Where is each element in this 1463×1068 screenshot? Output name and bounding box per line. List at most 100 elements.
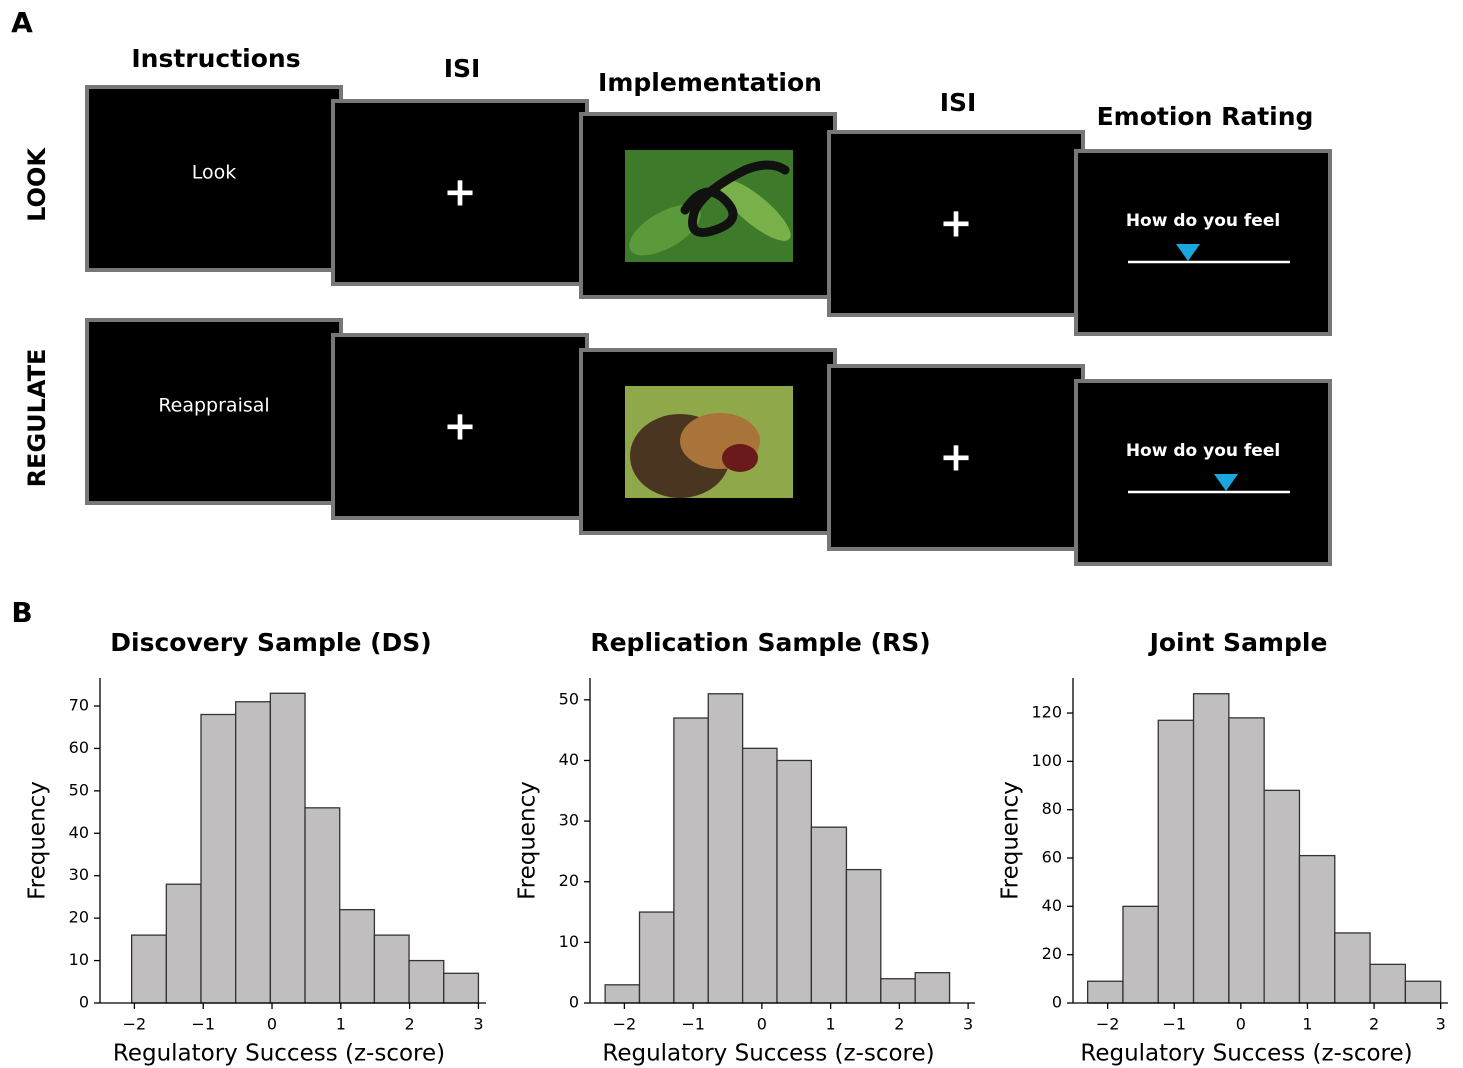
y-tick-label: 10 [559,932,579,951]
column-title: Emotion Rating [1097,102,1314,131]
row-label: LOOK [23,147,51,222]
x-tick-label: −2 [613,1015,637,1034]
bar [444,973,479,1003]
x-tick-label: 0 [267,1015,277,1034]
fixation-cross: + [443,404,477,450]
x-tick-label: 0 [757,1015,767,1034]
bar [674,718,708,1003]
y-tick-label: 10 [69,950,89,969]
y-tick-label: 20 [69,908,89,927]
y-tick-label: 120 [1031,703,1062,722]
bar [1088,981,1123,1003]
screen [1076,381,1330,564]
bar [270,693,305,1003]
bar [1194,694,1229,1003]
bar [915,973,949,1003]
bar [374,935,409,1003]
y-tick-label: 50 [559,689,579,708]
x-tick-label: −1 [681,1015,705,1034]
y-tick-label: 60 [1042,848,1062,867]
y-tick-label: 40 [559,750,579,769]
y-tick-label: 30 [69,865,89,884]
y-tick-label: 40 [1042,896,1062,915]
bar [305,808,340,1003]
bar [811,827,846,1003]
bar [777,760,811,1003]
bar [1335,933,1370,1003]
bar [409,961,444,1003]
figure: A B InstructionsISIImplementationISIEmot… [0,0,1463,1068]
y-tick-label: 70 [69,696,89,715]
x-axis-label: Regulatory Success (z-score) [1080,1041,1412,1067]
x-axis-label: Regulatory Success (z-score) [602,1041,934,1067]
bar [1229,718,1264,1003]
bar [132,935,167,1003]
x-tick-label: 3 [1436,1015,1446,1034]
y-axis-label: Frequency [515,781,541,900]
bar [236,702,271,1003]
bar [846,870,880,1003]
bar [743,748,777,1003]
bar [1158,720,1193,1003]
y-tick-label: 0 [569,993,579,1012]
x-tick-label: 3 [473,1015,483,1034]
chart-title: Replication Sample (RS) [590,628,930,657]
bar [881,979,915,1003]
fixation-cross: + [939,435,973,481]
bar [1264,790,1299,1003]
y-tick-label: 60 [69,738,89,757]
bar [1123,906,1158,1003]
x-tick-label: −2 [1096,1015,1120,1034]
bar [340,910,375,1003]
panel-label: B [11,596,32,629]
x-tick-label: −1 [1162,1015,1186,1034]
y-tick-label: 50 [69,780,89,799]
bar [605,985,639,1003]
x-tick-label: 1 [336,1015,346,1034]
chart-title: Discovery Sample (DS) [110,628,431,657]
y-tick-label: 20 [559,871,579,890]
instruction-text: Reappraisal [158,395,269,417]
bar [166,884,201,1003]
bar [640,912,674,1003]
rating-prompt: How do you feel [1126,441,1280,461]
y-tick-label: 0 [1052,993,1062,1012]
bar [201,714,236,1003]
bar [708,694,742,1003]
y-axis-label: Frequency [25,781,51,900]
row-label: REGULATE [23,349,51,488]
column-title: ISI [940,88,977,117]
bar [1299,856,1334,1003]
rating-prompt: How do you feel [1126,211,1280,231]
fixation-cross: + [939,201,973,247]
stimulus-image [625,386,793,498]
chart-title: Joint Sample [1148,628,1328,657]
y-tick-label: 100 [1031,751,1062,770]
x-axis-label: Regulatory Success (z-score) [113,1041,445,1067]
y-tick-label: 80 [1042,799,1062,818]
x-tick-label: 3 [963,1015,973,1034]
screen [1076,151,1330,334]
fixation-cross: + [443,170,477,216]
x-tick-label: −1 [191,1015,215,1034]
dog-mouth [722,444,758,472]
column-title: ISI [444,54,481,83]
column-title: Instructions [131,44,300,73]
bar [1370,964,1405,1003]
x-tick-label: 2 [894,1015,904,1034]
stimulus-image [621,150,798,266]
y-tick-label: 0 [79,993,89,1012]
x-tick-label: 1 [1302,1015,1312,1034]
y-axis-label: Frequency [998,781,1024,900]
x-tick-label: 2 [1369,1015,1379,1034]
x-tick-label: 0 [1236,1015,1246,1034]
y-tick-label: 40 [69,823,89,842]
panel-label: A [11,6,33,39]
x-tick-label: −2 [123,1015,147,1034]
x-tick-label: 2 [405,1015,415,1034]
instruction-text: Look [192,162,237,184]
x-tick-label: 1 [826,1015,836,1034]
y-tick-label: 30 [559,811,579,830]
bar [1405,981,1440,1003]
y-tick-label: 20 [1042,944,1062,963]
